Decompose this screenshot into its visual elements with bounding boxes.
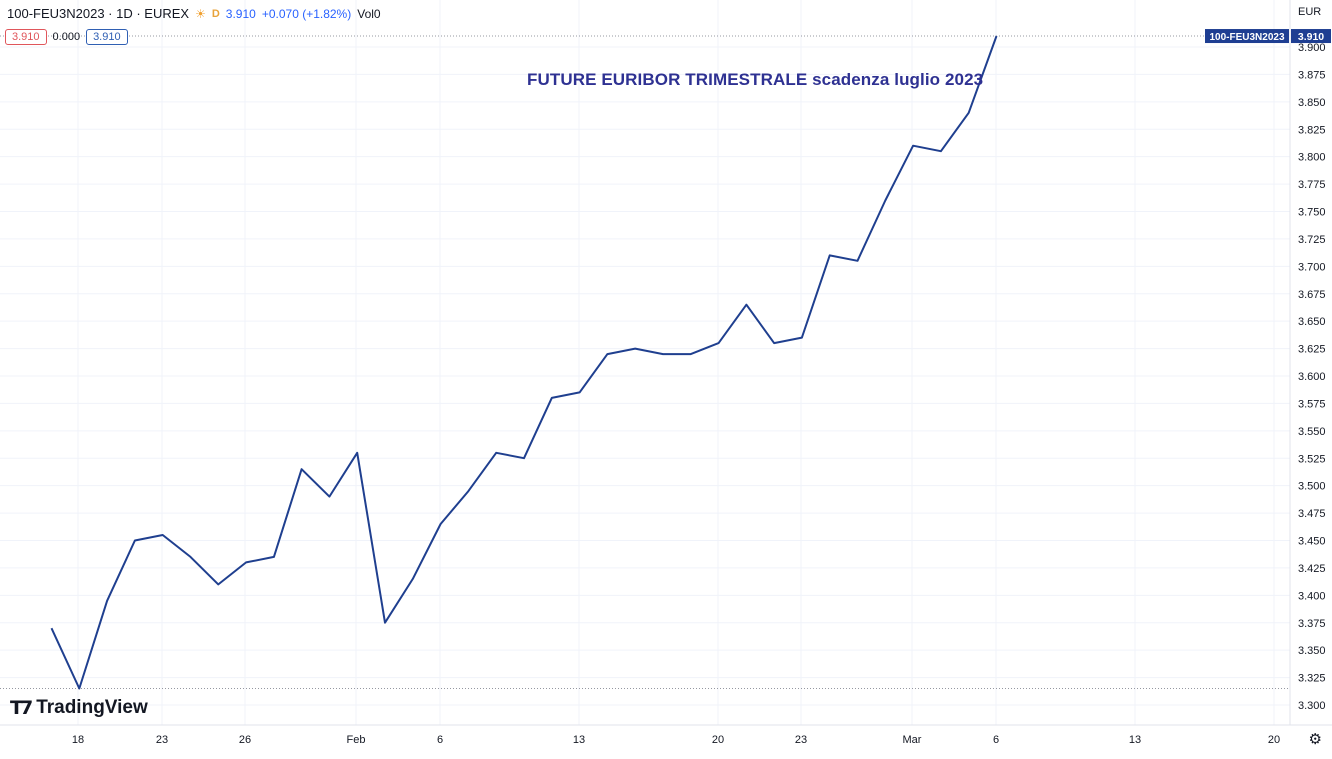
data-point [967, 111, 971, 115]
data-point [411, 577, 415, 581]
y-tick-label: 3.600 [1298, 371, 1326, 383]
data-point [133, 539, 137, 543]
data-point [995, 34, 999, 38]
y-tick-label: 3.450 [1298, 536, 1326, 548]
data-point [661, 352, 665, 356]
data-point [578, 390, 582, 394]
y-tick-label: 3.700 [1298, 261, 1326, 273]
price-change: +0.070 (+1.82%) [261, 6, 352, 21]
data-point [161, 533, 165, 537]
x-tick-label: 6 [993, 734, 999, 746]
data-point [828, 253, 832, 257]
y-tick-label: 3.325 [1298, 673, 1326, 685]
ask-button[interactable]: 3.910 [86, 29, 128, 45]
settings-gear-icon[interactable]: ⚙ [1308, 731, 1322, 748]
last-price: 3.910 [225, 6, 256, 21]
data-point [883, 199, 887, 203]
x-tick-label: 26 [239, 734, 251, 746]
spread-value: 0.000 [52, 31, 81, 43]
bid-button[interactable]: 3.910 [5, 29, 47, 45]
x-tick-label: 20 [1268, 734, 1280, 746]
data-point [77, 687, 81, 691]
price-tag-label: 3.910 [1298, 31, 1324, 43]
y-tick-label: 3.875 [1298, 69, 1326, 81]
data-point [717, 341, 721, 345]
y-tick-label: 3.525 [1298, 453, 1326, 465]
data-point [105, 599, 109, 603]
data-point [689, 352, 693, 356]
data-point [300, 467, 304, 471]
data-point [522, 456, 526, 460]
y-tick-label: 3.825 [1298, 124, 1326, 136]
data-point [800, 336, 804, 340]
y-tick-label: 3.750 [1298, 207, 1326, 219]
data-point [772, 341, 776, 345]
x-tick-label: Mar [903, 734, 922, 746]
y-tick-label: 3.475 [1298, 508, 1326, 520]
x-tick-label: 23 [156, 734, 168, 746]
data-point [494, 451, 498, 455]
price-series-line[interactable] [50, 35, 998, 690]
y-tick-label: 3.850 [1298, 97, 1326, 109]
x-tick-label: 18 [72, 734, 84, 746]
x-tick-label: 13 [1129, 734, 1141, 746]
y-axis-unit: EUR [1298, 6, 1321, 18]
data-point [327, 495, 331, 499]
data-point [50, 626, 54, 630]
y-tick-label: 3.775 [1298, 179, 1326, 191]
y-tick-label: 3.625 [1298, 344, 1326, 356]
data-point [550, 396, 554, 400]
y-tick-label: 3.675 [1298, 289, 1326, 301]
y-tick-label: 3.550 [1298, 426, 1326, 438]
symbol-tag-box [1205, 29, 1289, 44]
data-point [188, 555, 192, 559]
x-tick-label: 13 [573, 734, 585, 746]
symbol-tag-label: 100-FEU3N2023 [1209, 32, 1284, 43]
x-tick-label: Feb [347, 734, 366, 746]
chart-annotation[interactable]: FUTURE EURIBOR TRIMESTRALE scadenza lugl… [527, 70, 984, 89]
market-status-icon[interactable]: ☀ [195, 6, 206, 21]
y-tick-label: 3.350 [1298, 645, 1326, 657]
data-point [355, 451, 359, 455]
y-tick-label: 3.575 [1298, 398, 1326, 410]
tradingview-logo-text: TradingView [36, 697, 148, 718]
data-point [856, 259, 860, 263]
tradingview-logo-icon: T7 [10, 697, 33, 719]
x-tick-label: 20 [712, 734, 724, 746]
y-tick-label: 3.300 [1298, 700, 1326, 712]
symbol-label[interactable]: 100-FEU3N2023 · 1D · EUREX [7, 6, 190, 21]
data-point [633, 347, 637, 351]
tradingview-logo[interactable]: T7 TradingView [10, 697, 148, 719]
chart-legend: 100-FEU3N2023 · 1D · EUREX ☀ D 3.910 +0.… [7, 6, 381, 21]
data-point [939, 149, 943, 153]
data-point [605, 352, 609, 356]
y-tick-label: 3.500 [1298, 481, 1326, 493]
data-point [744, 303, 748, 307]
y-tick-label: 3.725 [1298, 234, 1326, 246]
y-tick-label: 3.900 [1298, 42, 1326, 54]
x-tick-label: 6 [437, 734, 443, 746]
volume-label: Vol0 [357, 6, 381, 21]
y-tick-label: 3.375 [1298, 618, 1326, 630]
price-tag-box [1291, 29, 1331, 44]
data-point [244, 560, 248, 564]
y-tick-label: 3.650 [1298, 316, 1326, 328]
data-point [466, 489, 470, 493]
data-point [383, 621, 387, 625]
data-point [216, 582, 220, 586]
data-point [439, 522, 443, 526]
data-point [272, 555, 276, 559]
x-tick-label: 23 [795, 734, 807, 746]
bid-ask-row: 3.910 0.000 3.910 [5, 29, 128, 45]
y-tick-label: 3.425 [1298, 563, 1326, 575]
data-point [911, 144, 915, 148]
interval-badge: D [211, 7, 220, 20]
y-tick-label: 3.400 [1298, 590, 1326, 602]
y-tick-label: 3.800 [1298, 152, 1326, 164]
